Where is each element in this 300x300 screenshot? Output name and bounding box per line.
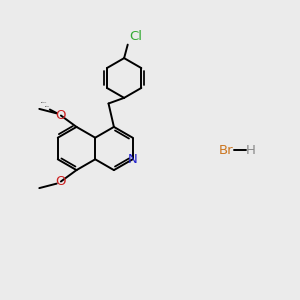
Text: Br: Br [219,143,234,157]
Text: H: H [246,143,255,157]
Text: methyl: methyl [44,106,49,107]
Text: methoxy: methoxy [41,102,47,103]
Text: N: N [128,153,137,166]
Text: Cl: Cl [129,30,142,44]
Text: O: O [56,109,66,122]
Text: O: O [56,175,66,188]
